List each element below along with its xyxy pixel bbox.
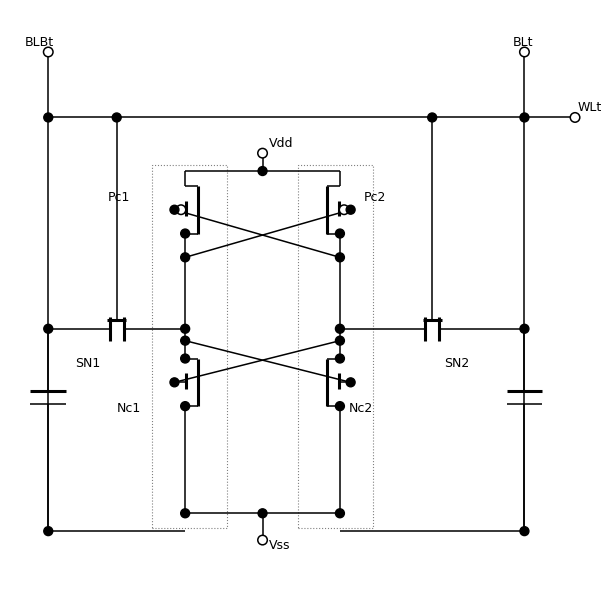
Circle shape xyxy=(520,113,529,122)
Circle shape xyxy=(346,205,355,214)
Circle shape xyxy=(112,113,121,122)
Circle shape xyxy=(520,47,529,57)
Circle shape xyxy=(170,205,179,214)
Circle shape xyxy=(176,205,186,215)
Text: BLt: BLt xyxy=(513,36,533,49)
Bar xyxy=(153,165,227,528)
Circle shape xyxy=(258,535,267,545)
Text: Vss: Vss xyxy=(268,539,290,552)
Circle shape xyxy=(336,509,344,518)
Circle shape xyxy=(258,509,267,518)
Circle shape xyxy=(181,253,190,262)
Text: SN1: SN1 xyxy=(75,358,101,370)
Circle shape xyxy=(181,402,190,411)
Text: Pc1: Pc1 xyxy=(108,191,130,204)
Text: Vdd: Vdd xyxy=(268,137,293,150)
Circle shape xyxy=(181,509,190,518)
Circle shape xyxy=(181,354,190,363)
Circle shape xyxy=(170,378,179,387)
Circle shape xyxy=(181,324,190,333)
Circle shape xyxy=(428,113,437,122)
Circle shape xyxy=(181,229,190,238)
Text: Nc1: Nc1 xyxy=(117,402,141,415)
Circle shape xyxy=(258,167,267,175)
Circle shape xyxy=(336,354,344,363)
Circle shape xyxy=(339,205,349,215)
Circle shape xyxy=(336,402,344,411)
Bar xyxy=(298,165,373,528)
Circle shape xyxy=(181,336,190,345)
Text: BLBt: BLBt xyxy=(24,36,53,49)
Circle shape xyxy=(44,324,53,333)
Circle shape xyxy=(258,148,267,158)
Circle shape xyxy=(44,527,53,536)
Circle shape xyxy=(336,253,344,262)
Circle shape xyxy=(520,324,529,333)
Text: Nc2: Nc2 xyxy=(349,402,373,415)
Text: SN2: SN2 xyxy=(444,358,469,370)
Circle shape xyxy=(336,229,344,238)
Circle shape xyxy=(44,47,53,57)
Circle shape xyxy=(336,336,344,345)
Text: WLt: WLt xyxy=(578,102,602,114)
Circle shape xyxy=(520,527,529,536)
Circle shape xyxy=(44,113,53,122)
Text: Pc2: Pc2 xyxy=(364,191,386,204)
Circle shape xyxy=(570,112,580,122)
Circle shape xyxy=(346,378,355,387)
Circle shape xyxy=(336,324,344,333)
